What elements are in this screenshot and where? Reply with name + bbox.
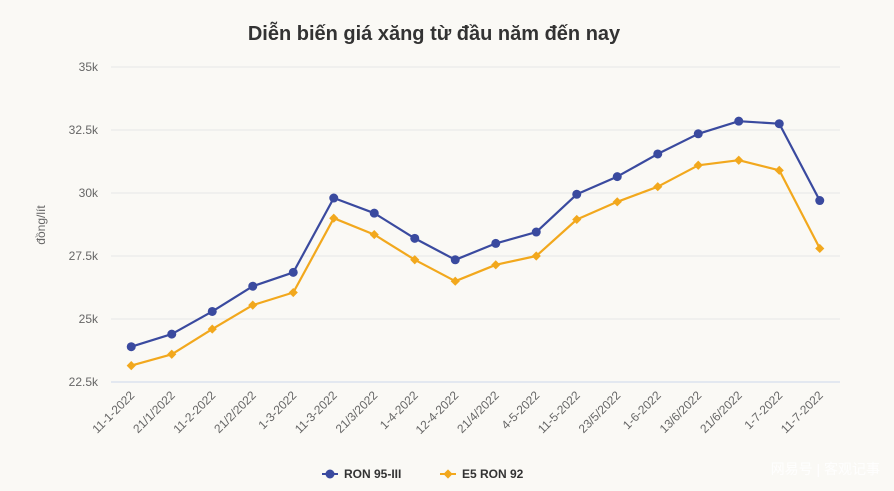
data-point[interactable] xyxy=(207,324,217,334)
data-point[interactable] xyxy=(126,342,136,352)
x-tick-label: 21/3/2022 xyxy=(333,388,381,436)
legend-circle-icon xyxy=(325,469,335,479)
y-tick-label: 32.5k xyxy=(69,123,99,137)
y-axis-ticks: 22.5k 25k 27.5k 30k 32.5k 35k xyxy=(69,60,99,389)
watermark-text: 网易号 | 客观记事 xyxy=(771,461,880,477)
legend-label: RON 95-III xyxy=(344,467,401,481)
data-point[interactable] xyxy=(248,281,258,291)
x-tick-label: 21/1/2022 xyxy=(130,388,178,436)
data-point[interactable] xyxy=(572,189,582,199)
y-tick-label: 25k xyxy=(79,312,99,326)
y-tick-label: 30k xyxy=(79,186,99,200)
data-point[interactable] xyxy=(693,129,703,139)
grid-lines xyxy=(111,66,840,383)
y-tick-label: 27.5k xyxy=(69,249,99,263)
data-point[interactable] xyxy=(612,172,622,182)
data-point[interactable] xyxy=(369,208,379,218)
x-tick-label: 23/5/2022 xyxy=(576,388,624,436)
legend-diamond-icon xyxy=(443,469,453,479)
data-point[interactable] xyxy=(450,255,460,265)
x-tick-label: 21/6/2022 xyxy=(697,388,745,436)
data-point[interactable] xyxy=(410,255,420,265)
series-group xyxy=(126,116,825,371)
y-tick-label: 22.5k xyxy=(69,375,99,389)
data-point[interactable] xyxy=(207,306,217,316)
data-point[interactable] xyxy=(248,300,258,310)
data-point[interactable] xyxy=(815,243,825,254)
chart-title: Diễn biến giá xăng từ đầu năm đến nay xyxy=(248,21,621,45)
data-point[interactable] xyxy=(167,329,177,339)
legend[interactable]: RON 95-III E5 RON 92 xyxy=(322,467,524,481)
legend-item-ron95[interactable]: RON 95-III xyxy=(322,467,401,481)
data-point[interactable] xyxy=(531,251,541,261)
data-point[interactable] xyxy=(369,229,379,240)
series-line xyxy=(130,120,821,348)
x-tick-label: 21/4/2022 xyxy=(454,388,502,436)
data-point[interactable] xyxy=(491,260,501,270)
x-tick-label: 13/6/2022 xyxy=(657,388,705,436)
y-tick-label: 35k xyxy=(79,60,99,74)
data-point[interactable] xyxy=(612,197,622,207)
data-point[interactable] xyxy=(572,214,582,225)
series-e5ron92 xyxy=(126,155,825,371)
series-line xyxy=(131,159,821,367)
legend-item-e5ron92[interactable]: E5 RON 92 xyxy=(440,467,524,481)
data-point[interactable] xyxy=(410,233,420,243)
x-tick-label: 11-2-2022 xyxy=(170,388,218,436)
data-point[interactable] xyxy=(653,149,663,159)
x-tick-label: 11-1-2022 xyxy=(89,388,137,436)
data-point[interactable] xyxy=(491,238,501,248)
data-point[interactable] xyxy=(815,196,825,206)
x-axis-ticks: 11-1-202221/1/202211-2-202221/2/20221-3-… xyxy=(89,388,826,437)
x-tick-label: 12-4-2022 xyxy=(413,388,462,437)
data-point[interactable] xyxy=(734,155,744,165)
data-point[interactable] xyxy=(734,116,744,126)
data-point[interactable] xyxy=(774,119,784,129)
data-point[interactable] xyxy=(329,213,339,223)
data-point[interactable] xyxy=(126,361,136,371)
data-point[interactable] xyxy=(288,267,298,277)
data-point[interactable] xyxy=(329,193,339,203)
x-tick-label: 21/2/2022 xyxy=(211,388,259,436)
data-point[interactable] xyxy=(450,276,460,286)
legend-label: E5 RON 92 xyxy=(462,467,524,481)
y-axis-label: đồng/lít xyxy=(34,205,48,245)
x-tick-label: 11-7-2022 xyxy=(778,388,826,436)
data-point[interactable] xyxy=(288,287,298,298)
data-point[interactable] xyxy=(774,165,784,175)
data-point[interactable] xyxy=(693,160,703,170)
x-tick-label: 11-3-2022 xyxy=(292,388,340,436)
x-tick-label: 11-5-2022 xyxy=(535,388,583,436)
series-ron95 xyxy=(126,116,825,352)
data-point[interactable] xyxy=(653,182,663,192)
data-point[interactable] xyxy=(531,227,541,237)
data-point[interactable] xyxy=(167,349,177,359)
